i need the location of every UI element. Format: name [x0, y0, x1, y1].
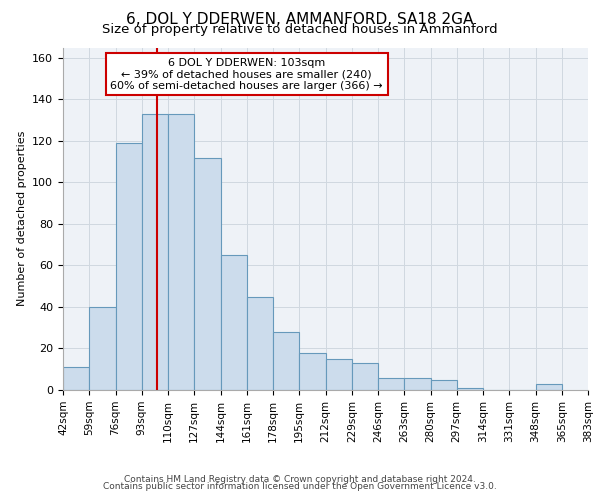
Bar — [273, 332, 299, 390]
Bar — [247, 296, 273, 390]
Bar — [431, 380, 457, 390]
Text: Contains public sector information licensed under the Open Government Licence v3: Contains public sector information licen… — [103, 482, 497, 491]
Bar — [89, 307, 115, 390]
Bar — [221, 255, 247, 390]
Bar — [63, 367, 89, 390]
Text: 6 DOL Y DDERWEN: 103sqm
← 39% of detached houses are smaller (240)
60% of semi-d: 6 DOL Y DDERWEN: 103sqm ← 39% of detache… — [110, 58, 383, 91]
Bar — [404, 378, 431, 390]
Bar — [378, 378, 404, 390]
Text: Size of property relative to detached houses in Ammanford: Size of property relative to detached ho… — [102, 24, 498, 36]
Bar — [325, 359, 352, 390]
Bar — [352, 363, 378, 390]
Bar — [115, 143, 142, 390]
Y-axis label: Number of detached properties: Number of detached properties — [17, 131, 26, 306]
Text: 6, DOL Y DDERWEN, AMMANFORD, SA18 2GA: 6, DOL Y DDERWEN, AMMANFORD, SA18 2GA — [127, 12, 473, 28]
Bar — [536, 384, 562, 390]
Bar — [168, 114, 194, 390]
Bar — [299, 352, 325, 390]
Bar — [457, 388, 483, 390]
Bar — [142, 114, 168, 390]
Bar — [194, 158, 221, 390]
Text: Contains HM Land Registry data © Crown copyright and database right 2024.: Contains HM Land Registry data © Crown c… — [124, 475, 476, 484]
